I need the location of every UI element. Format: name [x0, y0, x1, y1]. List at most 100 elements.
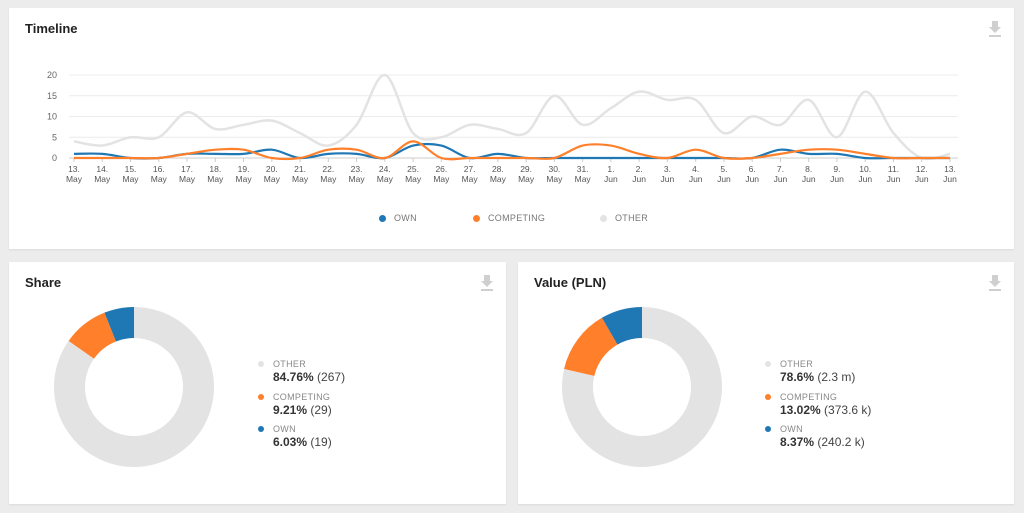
competing-dot-icon	[258, 394, 264, 400]
share-competing-count: (29)	[310, 403, 332, 417]
share-own-pct: 6.03%	[273, 435, 308, 449]
x-tick-label-month: Jun	[943, 174, 957, 184]
x-tick-label-month: Jun	[689, 174, 703, 184]
x-tick-label-month: May	[546, 174, 563, 184]
x-tick-label: 12.	[916, 164, 928, 174]
value-legend-competing: COMPETING 13.02% (373.6 k)	[765, 392, 871, 417]
donut-slice-own[interactable]	[104, 307, 134, 342]
other-dot-icon	[765, 361, 771, 367]
x-tick-label: 19.	[238, 164, 250, 174]
x-tick-label-month: May	[575, 174, 592, 184]
x-tick-label-month: May	[122, 174, 139, 184]
value-title: Value (PLN)	[534, 275, 607, 290]
value-own-pct: 8.37%	[780, 435, 815, 449]
other-dot-icon	[600, 214, 607, 222]
x-tick-label-month: Jun	[802, 174, 816, 184]
x-tick-label: 28.	[492, 164, 504, 174]
value-own-label: OWN	[780, 424, 803, 434]
x-tick-label: 2.	[636, 164, 643, 174]
x-tick-label-month: May	[320, 174, 337, 184]
own-dot-icon	[379, 214, 386, 222]
legend-competing[interactable]: COMPETING	[473, 213, 545, 223]
y-tick-label: 5	[52, 132, 57, 142]
x-tick-label-month: May	[207, 174, 224, 184]
x-tick-label-month: May	[433, 174, 450, 184]
download-icon[interactable]	[988, 274, 1002, 292]
x-tick-label: 8.	[805, 164, 812, 174]
share-own-count: (19)	[310, 435, 332, 449]
value-card: Value (PLN) OTHER 78.6% (2.3 m) COMPETIN…	[518, 262, 1014, 504]
x-tick-label: 14.	[96, 164, 108, 174]
other-dot-icon	[258, 361, 264, 367]
x-tick-label-month: Jun	[632, 174, 646, 184]
x-tick-label-month: May	[94, 174, 111, 184]
x-tick-label: 25.	[407, 164, 419, 174]
legend-own[interactable]: OWN	[379, 213, 417, 223]
timeline-title: Timeline	[25, 21, 78, 36]
share-legend-competing: COMPETING 9.21% (29)	[258, 392, 332, 417]
download-icon[interactable]	[480, 274, 494, 292]
x-tick-label-month: May	[292, 174, 309, 184]
value-competing-pct: 13.02%	[780, 403, 821, 417]
x-tick-label: 16.	[153, 164, 165, 174]
donut-slice-competing[interactable]	[564, 317, 618, 376]
x-tick-label: 11.	[888, 164, 899, 174]
x-tick-label: 10.	[859, 164, 871, 174]
share-other-label: OTHER	[273, 359, 306, 369]
share-legend-own: OWN 6.03% (19)	[258, 424, 332, 449]
x-tick-label: 22.	[322, 164, 334, 174]
x-tick-label: 3.	[664, 164, 671, 174]
value-competing-count: (373.6 k)	[824, 403, 872, 417]
legend-other[interactable]: OTHER	[600, 213, 648, 223]
value-competing-label: COMPETING	[780, 392, 838, 402]
x-tick-label-month: May	[179, 174, 196, 184]
competing-dot-icon	[473, 214, 480, 222]
series-line-other	[73, 73, 951, 161]
x-tick-label: 4.	[692, 164, 699, 174]
x-tick-label-month: May	[518, 174, 535, 184]
x-tick-label-month: Jun	[887, 174, 901, 184]
donut-slice-other[interactable]	[562, 307, 722, 467]
value-donut-chart	[562, 307, 722, 467]
value-other-label: OTHER	[780, 359, 813, 369]
x-tick-label: 18.	[209, 164, 221, 174]
own-dot-icon	[258, 426, 264, 432]
value-own-count: (240.2 k)	[817, 435, 865, 449]
x-tick-label-month: May	[377, 174, 394, 184]
x-tick-label-month: Jun	[661, 174, 675, 184]
donut-slice-own[interactable]	[601, 307, 642, 345]
legend-own-label: OWN	[394, 213, 417, 223]
y-tick-label: 0	[52, 153, 57, 163]
x-tick-label-month: May	[151, 174, 168, 184]
donut-slice-other[interactable]	[53, 307, 214, 467]
x-tick-label: 31.	[577, 164, 589, 174]
x-tick-label: 13.	[68, 164, 80, 174]
donut-slice-competing[interactable]	[68, 312, 116, 359]
timeline-card: Timeline 0 5 10 15 20 13. May 14. May 15. May 16. Ma…	[9, 8, 1014, 249]
x-tick-label-month: Jun	[830, 174, 844, 184]
x-tick-label: 6.	[749, 164, 756, 174]
value-other-count: (2.3 m)	[817, 370, 856, 384]
own-dot-icon	[765, 426, 771, 432]
legend-competing-label: COMPETING	[488, 213, 546, 223]
x-tick-label-month: Jun	[915, 174, 929, 184]
x-tick-label-month: May	[264, 174, 281, 184]
x-tick-label: 23.	[351, 164, 363, 174]
y-tick-label: 10	[47, 112, 57, 122]
share-title: Share	[25, 275, 62, 290]
x-tick-label: 24.	[379, 164, 391, 174]
value-legend-other: OTHER 78.6% (2.3 m)	[765, 359, 855, 384]
x-tick-label-month: May	[349, 174, 366, 184]
value-legend-own: OWN 8.37% (240.2 k)	[765, 424, 865, 449]
x-tick-label: 29.	[520, 164, 532, 174]
legend-other-label: OTHER	[615, 213, 648, 223]
x-tick-label: 15.	[125, 164, 137, 174]
series-line-own	[73, 142, 950, 160]
x-tick-label: 21.	[294, 164, 306, 174]
x-tick-label: 17.	[181, 164, 193, 174]
x-tick-label: 7.	[777, 164, 784, 174]
competing-dot-icon	[765, 394, 771, 400]
share-competing-label: COMPETING	[273, 392, 331, 402]
download-icon[interactable]	[988, 20, 1002, 38]
x-tick-label: 5.	[720, 164, 727, 174]
